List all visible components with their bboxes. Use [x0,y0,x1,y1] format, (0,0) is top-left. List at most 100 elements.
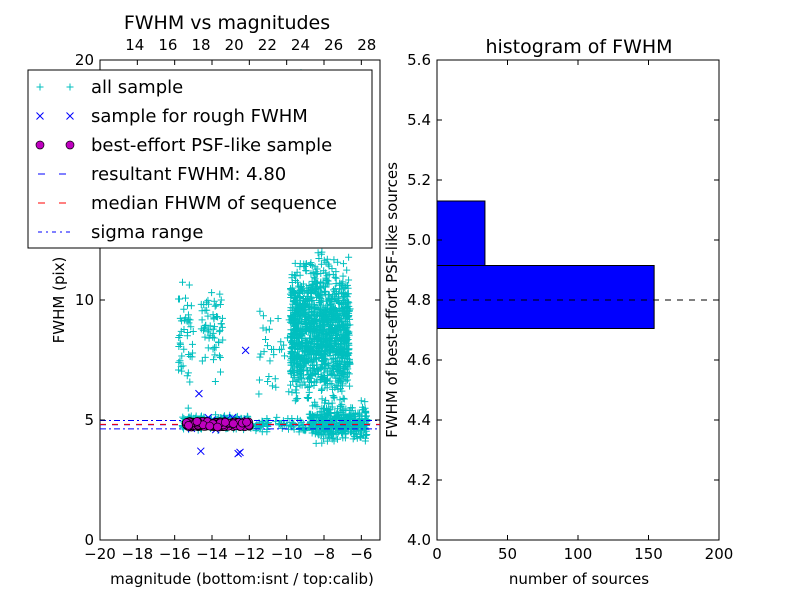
x-tick-label: 0 [432,545,442,563]
legend-label: sample for rough FWHM [91,106,308,127]
scatter-axis-ticks: −20 −18 −16 −14 −12 −10 −8 −6 14 16 18 20 22 24 26 28 0 5… [75,36,380,563]
all-sample-point [198,357,206,365]
all-sample-point [294,415,302,423]
all-sample-point [289,300,297,308]
all-sample-point [322,347,330,355]
all-sample-point [292,395,300,403]
all-sample-point [218,314,226,322]
all-sample-point [186,316,194,324]
all-sample-point [259,312,267,320]
legend-label: best-effort PSF-like sample [91,135,332,156]
best-effort-point [192,417,202,426]
all-sample-point [217,368,225,376]
rough-sample-point [196,447,205,456]
all-sample-point [315,306,323,314]
all-sample-point [325,280,333,288]
all-sample-point [340,395,348,403]
all-sample-point [324,367,332,375]
all-sample-point [334,258,342,266]
y-tick-label: 5.4 [407,111,431,129]
all-sample-point [288,287,296,295]
histogram-bar [436,265,655,329]
all-sample-point [315,354,323,362]
scatter-y-top-label: 20 [75,51,94,69]
all-sample-point [328,295,336,303]
all-sample-point [217,296,225,304]
all-sample-point [296,271,304,279]
all-sample-point [344,305,352,313]
all-sample-point [322,297,330,305]
all-sample-point [334,311,342,319]
all-sample-point [341,331,349,339]
histogram-panel: 0 50 100 150 2004.04.24.44.64.85.05.25.45.6 … [383,36,733,588]
all-sample-point [311,401,319,409]
legend-marker [35,140,45,150]
all-sample-point [291,309,299,317]
y-tick-label: 4.0 [407,531,431,549]
all-sample-point [330,437,338,445]
all-sample-point [338,387,346,395]
all-sample-point [264,378,272,386]
all-sample-point [184,369,192,377]
all-sample-point [332,294,340,302]
all-sample-point [216,354,224,362]
all-sample-point [197,325,205,333]
all-sample-point [290,310,298,318]
all-sample-point [312,328,320,336]
all-sample-point [298,374,306,382]
all-sample-point [313,279,321,287]
histogram-xlabel: number of sources [509,570,649,588]
all-sample-point [305,373,313,381]
all-sample-point [203,306,211,314]
all-sample-point [321,373,329,381]
all-sample-point [334,340,342,348]
all-sample-point [344,341,352,349]
all-sample-point [316,309,324,317]
all-sample-point [300,358,308,366]
all-sample-point [287,361,295,369]
all-sample-point [340,331,348,339]
all-sample-point [215,338,223,346]
all-sample-point [322,359,330,367]
all-sample-point [286,419,294,427]
all-sample-point [307,379,315,387]
all-sample-point [273,413,281,421]
all-sample-point [215,352,223,360]
all-sample-point [208,289,216,297]
all-sample-point [338,317,346,325]
all-sample-point [303,354,311,362]
all-sample-point [265,325,273,333]
all-sample-point [201,353,209,361]
all-sample-point [211,351,219,359]
all-sample-point [185,281,193,289]
all-sample-point [201,333,209,341]
rough-sample-point [241,346,250,355]
all-sample-point [263,414,271,422]
all-sample-point [361,437,369,445]
histogram-ylabel: FWHM of best-effort PSF-like sources [383,162,401,438]
all-sample-point [292,377,300,385]
all-sample-point [259,324,267,332]
legend-marker [36,112,44,120]
best-effort-point [242,417,251,427]
all-sample-point [302,322,310,330]
all-sample-point [313,325,321,333]
all-sample-point [342,335,350,343]
all-sample-point [320,435,328,443]
all-sample-point [338,305,346,313]
all-sample-point [318,395,326,403]
scatter-panel: −20 −18 −16 −14 −12 −10 −8 −6 14 16 18 20 22 24 26 28 0 5… [27,12,381,588]
all-sample-point [291,359,299,367]
all-sample-point [325,433,333,441]
all-sample-point [209,345,217,353]
x-tick-label: 50 [498,545,517,563]
rough-sample-point [195,389,203,398]
all-sample-point [182,294,190,302]
all-sample-point [299,310,307,318]
all-sample-point [323,384,331,392]
top-tick-label: 14 [125,36,144,54]
rough-sample-point [236,448,244,457]
all-sample-point [314,249,322,257]
all-sample-point [272,417,280,425]
all-sample-point [280,341,288,349]
